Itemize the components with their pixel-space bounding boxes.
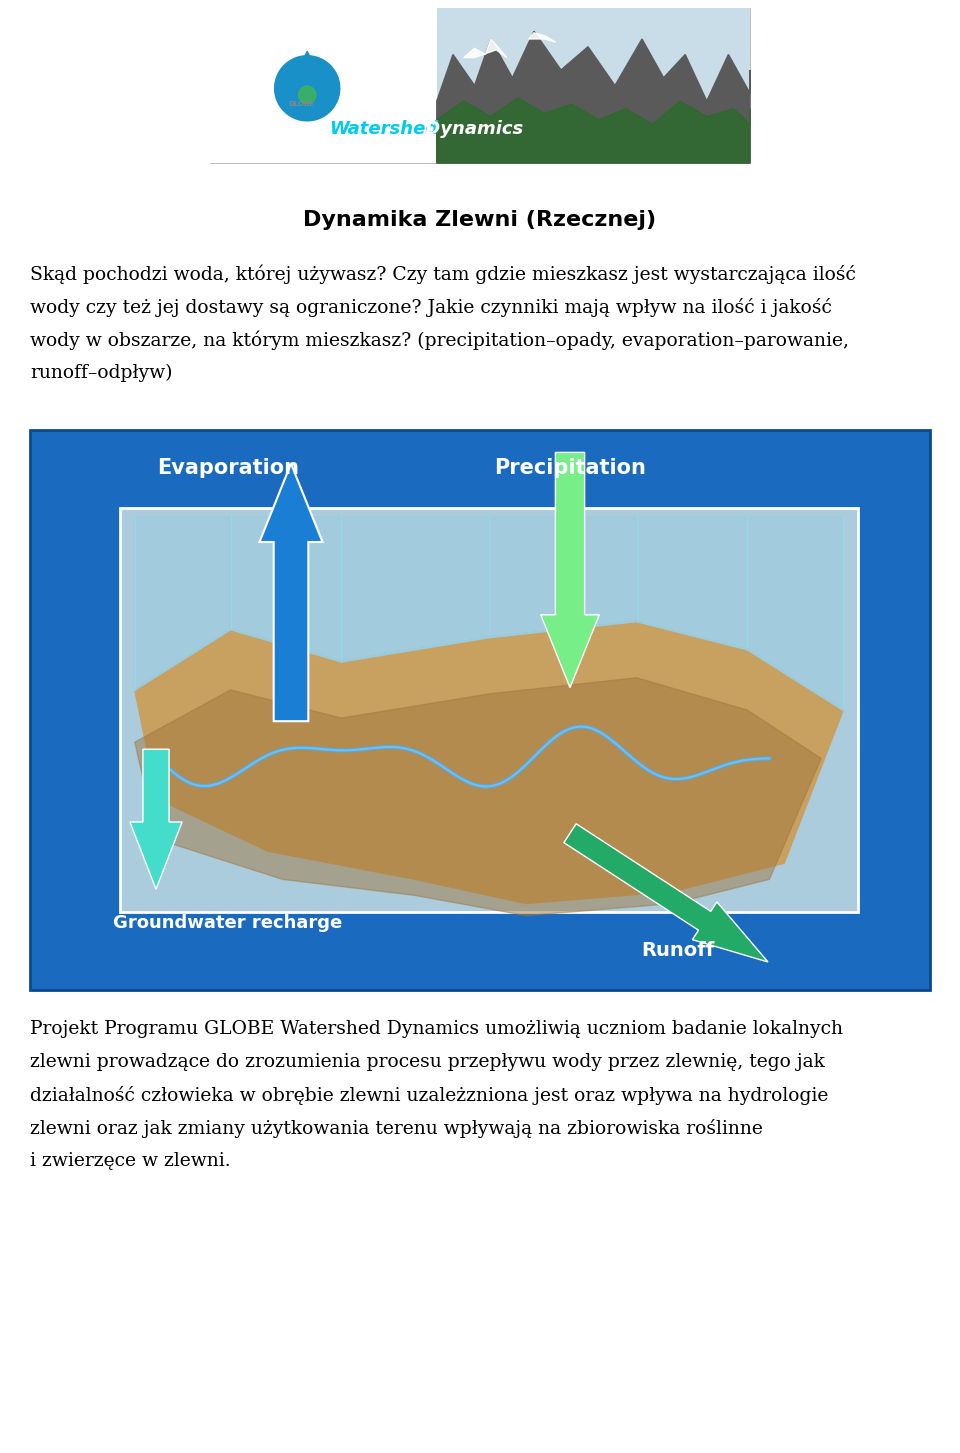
Text: Dynamika Zlewni (Rzecznej): Dynamika Zlewni (Rzecznej) <box>303 211 657 230</box>
Text: zlewni oraz jak zmiany użytkowania terenu wpływają na zbiorowiska roślinne: zlewni oraz jak zmiany użytkowania teren… <box>30 1119 763 1138</box>
Polygon shape <box>275 55 340 121</box>
Polygon shape <box>540 452 599 687</box>
Bar <box>210 9 437 163</box>
Text: Runoff: Runoff <box>641 942 714 960</box>
Polygon shape <box>564 824 768 962</box>
Text: Precipitation: Precipitation <box>494 458 646 478</box>
Bar <box>120 509 858 911</box>
Polygon shape <box>437 97 750 163</box>
Text: Groundwater recharge: Groundwater recharge <box>113 914 343 931</box>
Polygon shape <box>283 51 331 99</box>
Text: wody w obszarze, na którym mieszkasz? (precipitation–opady, evaporation–parowani: wody w obszarze, na którym mieszkasz? (p… <box>30 331 849 350</box>
Text: Evaporation: Evaporation <box>157 458 299 478</box>
Text: Dynamics: Dynamics <box>419 121 523 138</box>
Text: i zwierzęce w zlewni.: i zwierzęce w zlewni. <box>30 1152 230 1170</box>
Polygon shape <box>747 516 843 711</box>
Text: wody czy też jej dostawy są ograniczone? Jakie czynniki mają wpływ na ilość i ja: wody czy też jej dostawy są ograniczone?… <box>30 298 832 317</box>
Text: zlewni prowadzące do zrozumienia procesu przepływu wody przez zlewnię, tego jak: zlewni prowadzące do zrozumienia procesu… <box>30 1053 825 1071</box>
Text: runoff–odpływ): runoff–odpływ) <box>30 365 173 382</box>
Polygon shape <box>464 39 507 58</box>
Polygon shape <box>489 516 636 638</box>
Polygon shape <box>636 516 747 649</box>
Polygon shape <box>130 750 182 889</box>
Text: działalność człowieka w obrębie zlewni uzależzniona jest oraz wpływa na hydrolog: działalność człowieka w obrębie zlewni u… <box>30 1085 828 1104</box>
Polygon shape <box>437 32 750 163</box>
Bar <box>30 430 930 989</box>
Polygon shape <box>259 464 323 721</box>
Polygon shape <box>134 677 821 915</box>
Polygon shape <box>230 516 342 661</box>
Polygon shape <box>134 516 230 690</box>
Bar <box>437 9 750 163</box>
Bar <box>210 9 750 163</box>
Text: Watershed: Watershed <box>328 121 438 138</box>
Text: Projekt Programu GLOBE Watershed Dynamics umożliwią uczniom badanie lokalnych: Projekt Programu GLOBE Watershed Dynamic… <box>30 1020 843 1037</box>
Text: Skąd pochodzi woda, której używasz? Czy tam gdzie mieszkasz jest wystarczająca i: Skąd pochodzi woda, której używasz? Czy … <box>30 264 856 285</box>
Polygon shape <box>134 622 843 904</box>
Polygon shape <box>529 33 556 42</box>
Polygon shape <box>299 86 316 103</box>
Text: GLOBE: GLOBE <box>289 102 315 108</box>
Polygon shape <box>342 516 489 661</box>
